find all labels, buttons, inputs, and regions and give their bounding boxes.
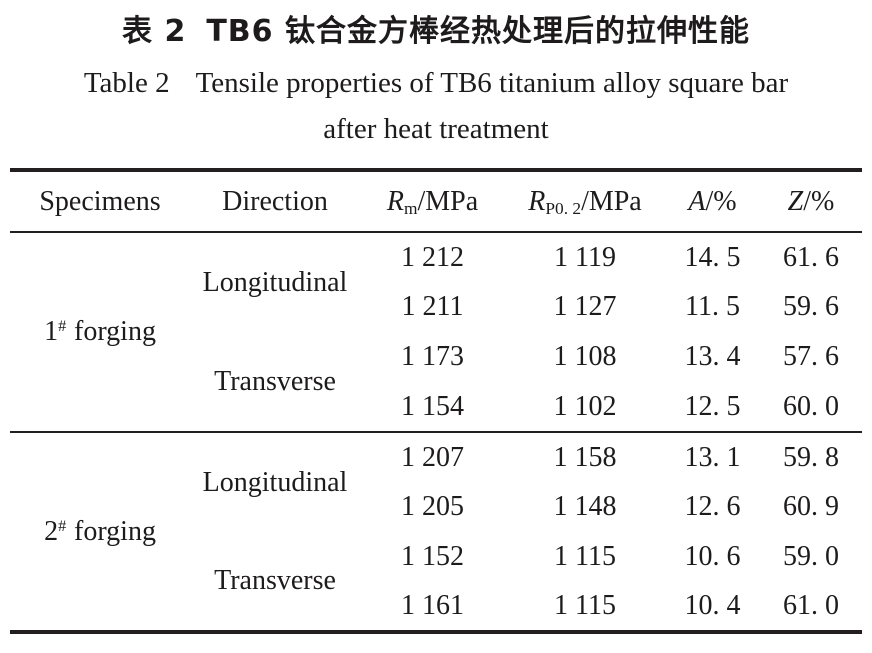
rm-value: 1 207	[360, 431, 505, 482]
table-row: Transverse 1 173 1 108 13. 4 57. 6	[10, 332, 862, 397]
specimen-hash-mark: #	[58, 317, 67, 336]
table-row: 1 211 1 127 11. 5 59. 6	[10, 282, 862, 332]
elongation-value: 14. 5	[684, 241, 741, 273]
column-header-specimens: Specimens	[10, 170, 190, 233]
specimen-group-2: 2# forging Longitudinal 1 207 1 158 13. 1…	[10, 431, 862, 632]
specimen-group-1: 1# forging Longitudinal 1 212 1 119 14. 5…	[10, 232, 862, 432]
reduction-value: 61. 0	[783, 590, 839, 621]
direction-cell-transverse: Transverse	[214, 565, 336, 596]
direction-cell-longitudinal: Longitudinal	[190, 431, 360, 532]
reduction-value: 59. 0	[783, 541, 839, 572]
elongation-value: 13. 4	[684, 341, 741, 372]
z-symbol: Z	[787, 185, 804, 217]
column-header-direction: Direction	[190, 170, 360, 233]
rp02-value: 1 102	[553, 390, 617, 422]
rm-value: 1 152	[401, 541, 464, 572]
a-symbol: A	[688, 185, 706, 217]
rm-value: 1 205	[401, 491, 464, 522]
table-caption-en-line2: after heat treatment	[323, 113, 549, 145]
rp02-unit: /MPa	[581, 185, 642, 217]
table-header: Specimens Direction Rm/MPa RP0. 2/MPa A/…	[10, 170, 862, 233]
rp02-value: 1 158	[505, 431, 665, 482]
rm-value: 1 212	[401, 241, 464, 273]
table-caption-en: Table 2 Tensile properties of TB6 titaniu…	[0, 60, 872, 152]
specimen-hash-mark: #	[58, 516, 67, 535]
table-row: Transverse 1 152 1 115 10. 6 59. 0	[10, 532, 862, 596]
rm-subscript: m	[403, 199, 418, 219]
column-header-rp02: RP0. 2/MPa	[505, 170, 665, 233]
rm-value: 1 173	[401, 341, 464, 372]
elongation-value: 13. 1	[665, 431, 760, 482]
specimen-label: forging	[74, 316, 156, 347]
rp02-value: 1 119	[554, 241, 616, 273]
direction-cell-longitudinal: Longitudinal	[202, 266, 348, 298]
reduction-value: 60. 9	[783, 491, 839, 522]
a-unit: /%	[705, 185, 737, 217]
specimen-label: forging	[74, 515, 156, 547]
specimen-number: 2	[44, 515, 59, 547]
rm-unit: /MPa	[417, 185, 479, 217]
table-caption-en-line1: Table 2 Tensile properties of TB6 titaniu…	[0, 60, 872, 106]
specimen-cell-1: 1# forging	[10, 232, 190, 432]
reduction-value: 60. 0	[783, 390, 839, 422]
reduction-value: 57. 6	[783, 341, 839, 372]
rp02-value: 1 148	[553, 491, 617, 522]
elongation-value: 10. 6	[684, 541, 741, 572]
rm-value: 1 161	[401, 590, 464, 621]
table-row: 1# forging Longitudinal 1 212 1 119 14. 5…	[10, 232, 862, 348]
table-row: 1 161 1 115 10. 4 61. 0	[10, 582, 862, 632]
reduction-value: 59. 8	[760, 431, 862, 482]
rm-value: 1 211	[401, 291, 464, 322]
rp02-value: 1 127	[553, 291, 617, 322]
table-row: 1 205 1 148 12. 6 60. 9	[10, 482, 862, 532]
direction-cell-transverse: Transverse	[214, 365, 336, 397]
specimen-number: 1	[44, 316, 59, 347]
column-header-rm: Rm/MPa	[360, 170, 505, 233]
table-caption-en-text: Tensile properties of TB6 titanium alloy…	[195, 67, 789, 99]
rp02-value: 1 115	[554, 590, 616, 621]
tensile-properties-table: Specimens Direction Rm/MPa RP0. 2/MPa A/…	[10, 168, 862, 634]
rp02-value: 1 115	[554, 541, 616, 572]
rp02-subscript: P0. 2	[545, 199, 582, 219]
table-caption-zh-text: TB6 钛合金方棒经热处理后的拉伸性能	[206, 14, 750, 49]
header-row: Specimens Direction Rm/MPa RP0. 2/MPa A/…	[10, 170, 862, 233]
elongation-value: 10. 4	[684, 590, 741, 621]
rp02-symbol: R	[528, 185, 546, 217]
table-caption-zh: 表 2 TB6 钛合金方棒经热处理后的拉伸性能	[0, 10, 872, 54]
elongation-value: 12. 5	[684, 390, 741, 422]
table-row: 2# forging Longitudinal 1 207 1 158 13. 1…	[10, 431, 862, 632]
reduction-value: 61. 6	[783, 241, 839, 273]
rp02-value: 1 108	[553, 341, 617, 372]
table-row: 1 154 1 102 12. 5 60. 0	[10, 382, 862, 432]
elongation-value: 12. 6	[684, 491, 741, 522]
table-caption-en-label: Table 2	[83, 67, 170, 99]
column-header-reduction: Z/%	[760, 170, 862, 233]
z-unit: /%	[803, 185, 835, 217]
column-header-elongation: A/%	[665, 170, 760, 233]
rm-symbol: R	[386, 185, 404, 217]
specimen-cell-2: 2# forging	[10, 431, 190, 632]
reduction-value: 59. 6	[783, 291, 839, 322]
elongation-value: 11. 5	[685, 291, 740, 322]
rm-value: 1 154	[401, 390, 464, 422]
table-caption-zh-label: 表 2	[122, 14, 187, 49]
